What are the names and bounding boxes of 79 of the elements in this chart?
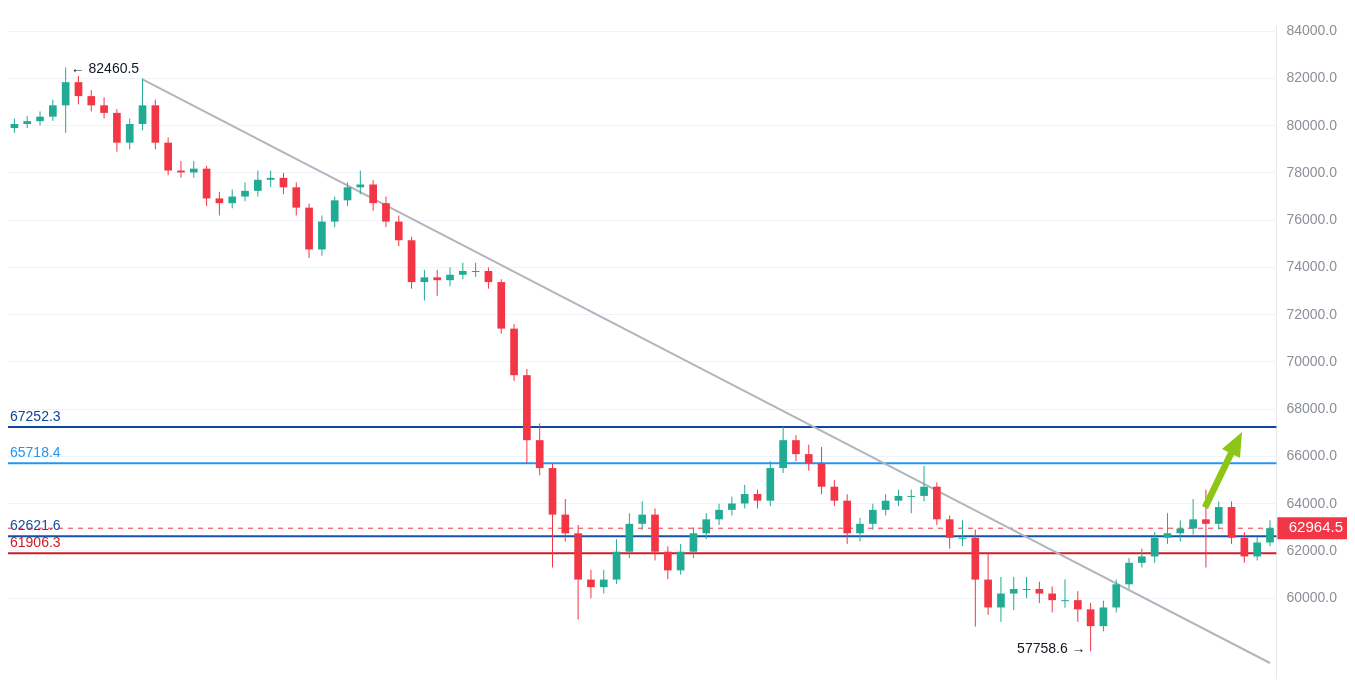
- y-tick-label: 74000.0: [1286, 258, 1338, 275]
- candlestick: [945, 515, 954, 550]
- y-tick-label: 82000.0: [1286, 69, 1338, 86]
- candlestick: [1099, 600, 1108, 632]
- candlestick: [740, 484, 749, 509]
- y-tick-label: 66000.0: [1286, 447, 1338, 464]
- candlestick: [997, 576, 1005, 623]
- y-tick-label: 68000.0: [1286, 400, 1338, 417]
- annotation: ← 82460.5: [70, 60, 140, 77]
- candlestick: [804, 444, 813, 472]
- candlestick: [1163, 512, 1172, 545]
- candlestick: [1061, 578, 1069, 609]
- y-tick-label: 60000.0: [1286, 589, 1338, 606]
- candlestick: [856, 517, 864, 543]
- candlestick: [330, 196, 339, 228]
- candlestick: [599, 569, 608, 595]
- candlestick: [420, 269, 429, 302]
- candlestick: [343, 181, 352, 207]
- candlestick: [689, 526, 698, 559]
- candlestick: [753, 489, 762, 509]
- candlestick: [215, 191, 224, 216]
- candlestick: [587, 569, 595, 599]
- candlestick: [433, 269, 442, 297]
- y-tick-label: 78000.0: [1286, 163, 1338, 180]
- candlestick: [446, 266, 454, 287]
- candlestick: [1125, 557, 1133, 590]
- candlestick: [1048, 585, 1057, 613]
- y-tick-label: 72000.0: [1286, 305, 1338, 322]
- y-tick-label: 64000.0: [1286, 494, 1338, 511]
- ref-line-label: 65718.4: [10, 443, 61, 460]
- y-tick-label: 70000.0: [1286, 352, 1338, 369]
- y-tick-label: 84000.0: [1286, 21, 1338, 38]
- candlestick: [356, 170, 365, 195]
- y-tick-label: 80000.0: [1286, 116, 1338, 133]
- candlestick: [382, 196, 390, 228]
- candlestick: [61, 67, 70, 134]
- annotation: 57758.6 →: [1017, 640, 1086, 657]
- candlestick: [1189, 498, 1197, 535]
- candlestick: [728, 496, 736, 517]
- ref-line-label: 62621.6: [10, 517, 61, 534]
- candlestick: [138, 77, 147, 131]
- candlestick: [1266, 519, 1274, 547]
- candlestick: [241, 181, 249, 202]
- candlestick: [715, 503, 723, 526]
- ref-line-label: 61906.3: [10, 534, 61, 551]
- candlestick: [907, 489, 916, 514]
- candlestick: [920, 465, 928, 502]
- candlestick: [1112, 578, 1121, 613]
- candlestick: [868, 503, 877, 531]
- candlestick: [1214, 500, 1223, 531]
- candlestick: [292, 181, 301, 216]
- candlestick: [817, 446, 826, 495]
- candlestick: [87, 89, 96, 112]
- candlestick: [638, 500, 647, 531]
- candlestick: [1150, 531, 1159, 564]
- candlestick: [100, 96, 108, 120]
- candlestick: [74, 75, 83, 105]
- candlestick: [228, 188, 237, 209]
- candlestick: [830, 479, 839, 507]
- candlestick: [369, 179, 377, 212]
- candlestick: [1253, 536, 1262, 561]
- ref-line-label: 67252.3: [10, 407, 61, 424]
- candlestick: [702, 512, 711, 540]
- candlestick: [1138, 548, 1146, 569]
- candlestick: [1073, 590, 1082, 623]
- candlestick: [253, 170, 262, 198]
- candlestick: [792, 434, 800, 462]
- candlestick: [36, 110, 44, 127]
- y-tick-label: 62000.0: [1286, 541, 1338, 558]
- candlestick: [49, 99, 57, 122]
- candlestick: [394, 214, 403, 247]
- candlestick: [484, 266, 493, 290]
- candlestick: [663, 545, 672, 580]
- candlestick: [1009, 576, 1018, 611]
- y-tick-label: 76000.0: [1286, 211, 1338, 228]
- ref-line-label: 62964.5: [1288, 518, 1343, 536]
- candlestick: [1086, 602, 1095, 652]
- candlestick: [1035, 581, 1044, 604]
- candlestick: [125, 118, 134, 150]
